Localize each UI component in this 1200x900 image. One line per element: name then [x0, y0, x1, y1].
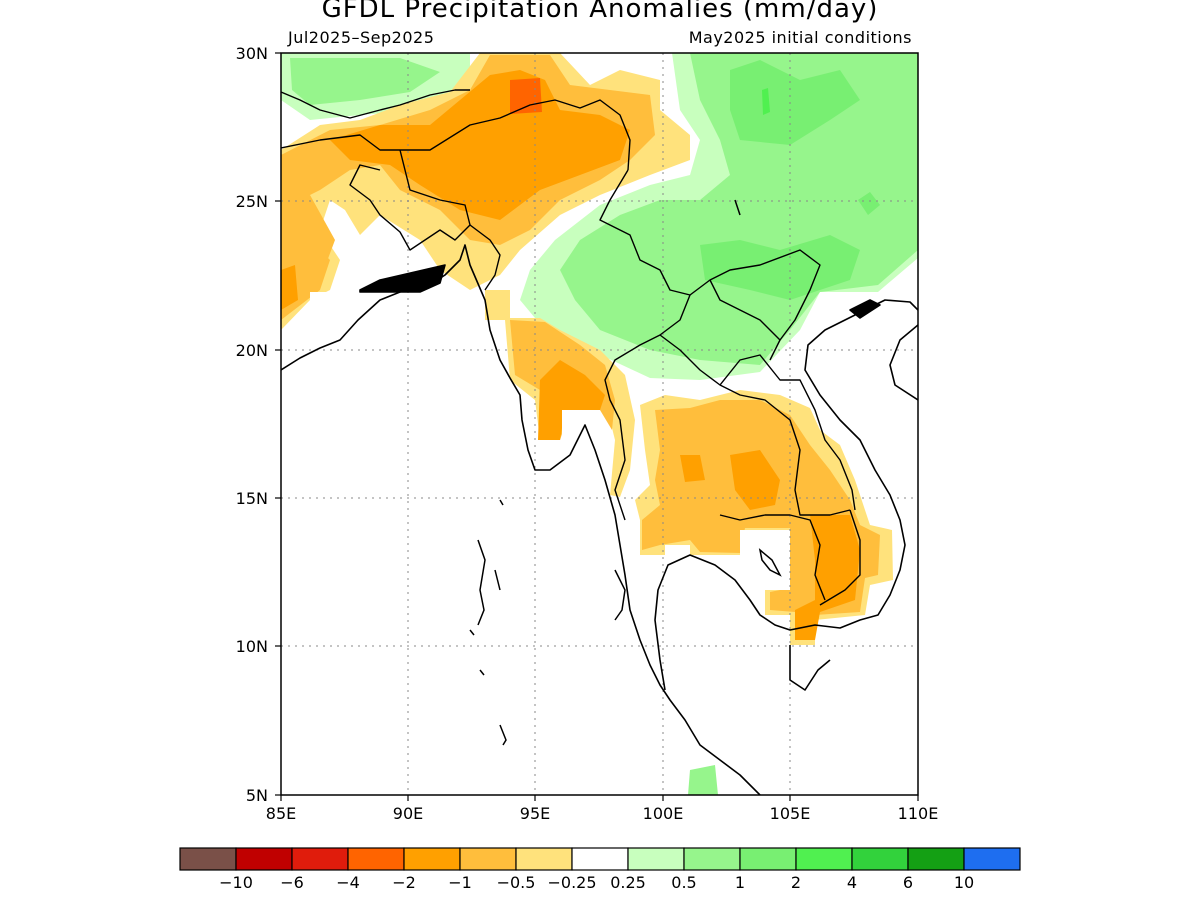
lon-tick-label: 95E	[520, 804, 550, 823]
wet-anomaly-core-2	[858, 192, 880, 215]
anomaly-shading	[281, 53, 918, 795]
map-grid	[281, 53, 918, 795]
lon-tick-label: 85E	[266, 804, 296, 823]
legend-label: −0.5	[497, 873, 536, 892]
lat-tick-label: 5N	[246, 786, 268, 805]
lat-tick-label: 25N	[236, 192, 268, 211]
coastlines	[281, 244, 918, 795]
legend-swatch	[459, 847, 517, 871]
legend-label: 0.5	[671, 873, 696, 892]
lat-tick-label: 30N	[236, 44, 268, 63]
dry-anomaly-peak	[510, 78, 542, 114]
legend-swatch	[907, 847, 965, 871]
lon-tick-label: 100E	[643, 804, 684, 823]
map-title: GFDL Precipitation Anomalies (mm/day)	[321, 0, 879, 24]
legend-label: 4	[847, 873, 857, 892]
legend-swatch	[571, 847, 629, 871]
lon-tick-label: 110E	[898, 804, 939, 823]
lat-tick-label: 10N	[236, 637, 268, 656]
legend-label: 0.25	[610, 873, 646, 892]
legend-swatch	[403, 847, 461, 871]
legend-swatch	[851, 847, 909, 871]
legend-swatch	[347, 847, 405, 871]
legend-label: −10	[219, 873, 253, 892]
legend-label: 6	[903, 873, 913, 892]
legend-label: −6	[280, 873, 304, 892]
color-legend: −10 −6 −4 −2 −1 −0.5 −0.25 0.25 0.5 1 2 4 6 10	[179, 847, 1021, 892]
neutral-myanmar-gap	[562, 410, 600, 440]
islands	[469, 199, 782, 746]
forecast-period: Jul2025–Sep2025	[288, 28, 435, 47]
legend-label: −2	[392, 873, 416, 892]
legend-label: −1	[448, 873, 472, 892]
legend-swatch	[179, 847, 237, 871]
legend-label: 1	[735, 873, 745, 892]
legend-label: 2	[791, 873, 801, 892]
legend-swatch	[627, 847, 685, 871]
legend-swatch	[291, 847, 349, 871]
legend-swatch	[739, 847, 797, 871]
legend-swatch	[683, 847, 741, 871]
neutral-cambodia-lake	[740, 530, 790, 590]
country-borders	[281, 89, 861, 606]
legend-swatch	[515, 847, 573, 871]
wet-anomaly-nw-mid	[290, 58, 440, 105]
legend-swatch	[963, 847, 1021, 871]
dry-anomaly-indochina-strong	[680, 450, 860, 640]
legend-swatch	[795, 847, 853, 871]
legend-label: −4	[336, 873, 360, 892]
wet-anomaly-high-2	[700, 235, 860, 300]
map-frame	[280, 52, 919, 796]
dry-anomaly-myanmar-strong	[538, 360, 605, 440]
initial-conditions: May2025 initial conditions	[688, 28, 912, 47]
dry-anomaly-north-strong	[330, 70, 630, 220]
lon-tick-label: 90E	[393, 804, 423, 823]
tick-marks	[275, 52, 919, 801]
wet-anomaly-core	[762, 88, 770, 115]
legend-swatch	[235, 847, 293, 871]
lat-tick-label: 15N	[236, 489, 268, 508]
lat-tick-label: 20N	[236, 341, 268, 360]
neutral-bengal-gap	[310, 292, 355, 330]
lon-tick-label: 105E	[770, 804, 811, 823]
legend-label: 10	[954, 873, 974, 892]
dry-anomaly-west-strong	[281, 265, 298, 310]
legend-label: −0.25	[547, 873, 596, 892]
wet-anomaly-high	[730, 60, 860, 145]
wet-anomaly-south	[688, 765, 718, 795]
